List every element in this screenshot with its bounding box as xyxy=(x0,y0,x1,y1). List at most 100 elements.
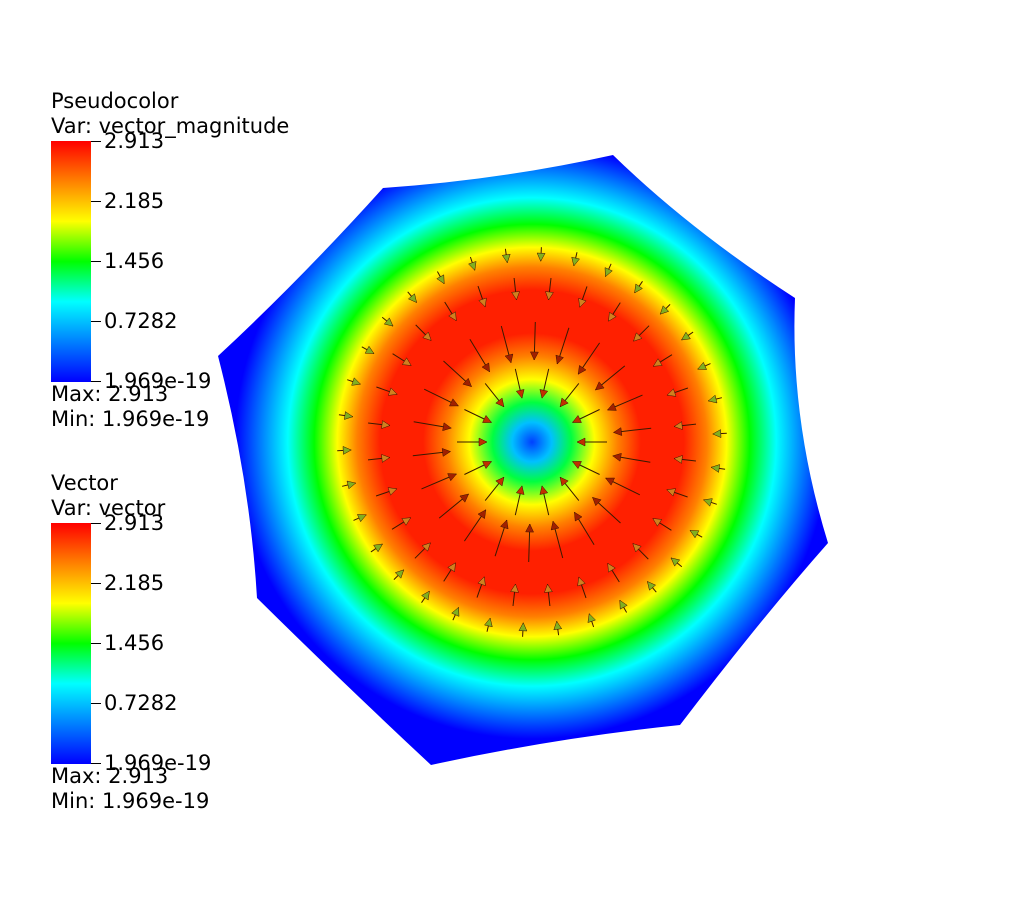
legend-max: Max: 2.913 xyxy=(51,764,169,788)
vector-arrowhead xyxy=(401,517,412,526)
vector-arrowhead xyxy=(459,493,470,503)
vector-arrowhead xyxy=(511,291,520,301)
vector-arrowhead xyxy=(515,389,525,399)
vector-arrowhead xyxy=(559,397,569,408)
vector-arrowhead xyxy=(394,569,405,579)
tick-mark xyxy=(91,261,101,262)
tick-mark xyxy=(91,321,101,322)
vector-arrowhead xyxy=(401,357,412,366)
tick-mark xyxy=(91,643,101,644)
vector-arrowhead xyxy=(571,461,582,470)
vector-arrowhead xyxy=(346,480,357,490)
vector-arrowhead xyxy=(578,297,587,308)
tick-mark xyxy=(91,201,101,202)
tick-label: 2.185 xyxy=(104,571,165,595)
legend-max: Max: 2.913 xyxy=(51,382,169,406)
vector-arrowhead xyxy=(539,389,549,399)
tick-mark xyxy=(91,523,101,524)
vector-arrowhead xyxy=(697,361,707,370)
vector-arrowhead xyxy=(607,562,616,573)
vector-arrowhead xyxy=(442,422,452,432)
vector-arrowhead xyxy=(605,477,616,486)
vector-arrowhead xyxy=(518,622,528,632)
vector-arrowhead xyxy=(666,388,677,397)
tick-mark xyxy=(91,703,101,704)
vector-arrowhead xyxy=(710,464,721,473)
vector-arrowhead xyxy=(702,498,713,507)
legend-var-label: Var: vector xyxy=(51,496,166,520)
color-gradient xyxy=(51,141,91,382)
vector-arrowhead xyxy=(553,620,563,631)
vector-arrowhead xyxy=(421,542,431,552)
vector-arrowhead xyxy=(530,351,539,361)
tick-label: 1.969e-19 xyxy=(104,369,212,393)
vector-arrowhead xyxy=(468,261,477,271)
vector-arrowhead xyxy=(544,583,553,593)
vector-arrowhead xyxy=(510,583,519,593)
legend-title: Vector xyxy=(51,471,118,495)
vector-arrowhead xyxy=(666,488,677,497)
tick-label: 0.7282 xyxy=(104,691,178,715)
vector-arrowhead xyxy=(383,317,394,327)
vector-arrowhead xyxy=(652,358,663,367)
vector-arrowhead xyxy=(632,543,642,553)
vector-arrowhead xyxy=(482,461,493,470)
tick-label: 1.456 xyxy=(104,249,165,273)
tick-mark xyxy=(91,141,101,142)
vector-arrowhead xyxy=(559,476,569,487)
octagon-field xyxy=(218,155,828,765)
vector-arrowhead xyxy=(712,429,722,438)
vector-arrowhead xyxy=(515,485,525,495)
vector-arrowhead xyxy=(448,398,459,407)
tick-mark xyxy=(91,763,101,764)
vector-arrowhead xyxy=(670,557,681,567)
vector-arrowhead xyxy=(500,519,509,530)
vector-arrowhead xyxy=(447,562,456,573)
vector-arrowhead xyxy=(421,590,430,601)
vector-arrowhead xyxy=(462,377,472,387)
vector-arrowhead xyxy=(447,473,458,482)
color-bar: 2.913 2.185 1.456 0.7282 1.969e-19 xyxy=(51,512,211,774)
vector-arrowhead xyxy=(536,252,546,262)
vector-arrowhead xyxy=(481,362,490,373)
vector-arrowhead xyxy=(577,576,586,587)
vector-arrowhead xyxy=(633,332,643,342)
tick-label: 1.969e-19 xyxy=(104,751,212,775)
legend-min: Min: 1.969e-19 xyxy=(51,407,210,431)
vector-arrowhead xyxy=(659,305,670,315)
vector-arrowhead xyxy=(478,437,488,447)
color-bar: 2.913 2.185 1.456 0.7282 1.969e-19 xyxy=(51,130,211,392)
vector-arrowhead xyxy=(592,497,602,507)
vector-arrowhead xyxy=(594,381,605,391)
vector-arrowhead xyxy=(373,543,383,553)
tick-label: 1.456 xyxy=(104,631,165,655)
vector-arrowhead xyxy=(606,402,617,411)
vector-arrowhead xyxy=(501,253,511,264)
vector-arrowhead xyxy=(436,274,445,285)
vector-legend: Vector Var: vector 2.913 2.185 1.456 0.7… xyxy=(51,471,211,814)
vector-arrowhead xyxy=(387,387,398,396)
vector-arrowhead xyxy=(381,420,391,429)
tick-mark xyxy=(91,583,101,584)
legend-title: Pseudocolor xyxy=(51,89,179,113)
vector-arrowhead xyxy=(342,446,352,455)
vector-arrowhead xyxy=(484,617,493,628)
vector-arrowhead xyxy=(555,354,564,365)
vector-arrowhead xyxy=(571,256,580,267)
vector-arrowhead xyxy=(477,576,486,587)
vector-arrowhead xyxy=(608,311,617,322)
vector-arrowhead xyxy=(647,581,657,591)
vector-arrowhead xyxy=(422,331,432,341)
vector-arrowhead xyxy=(604,267,613,278)
vector-arrowhead xyxy=(673,421,683,430)
vector-arrowhead xyxy=(550,520,560,531)
vector-arrowhead xyxy=(451,606,460,617)
vector-arrowhead xyxy=(619,599,628,610)
vector-arrowhead xyxy=(689,530,700,539)
vector-arrowhead xyxy=(574,511,583,522)
vector-arrowhead xyxy=(448,311,457,322)
vector-arrowhead xyxy=(707,394,718,404)
tick-label: 0.7282 xyxy=(104,309,178,333)
color-gradient xyxy=(51,523,91,764)
